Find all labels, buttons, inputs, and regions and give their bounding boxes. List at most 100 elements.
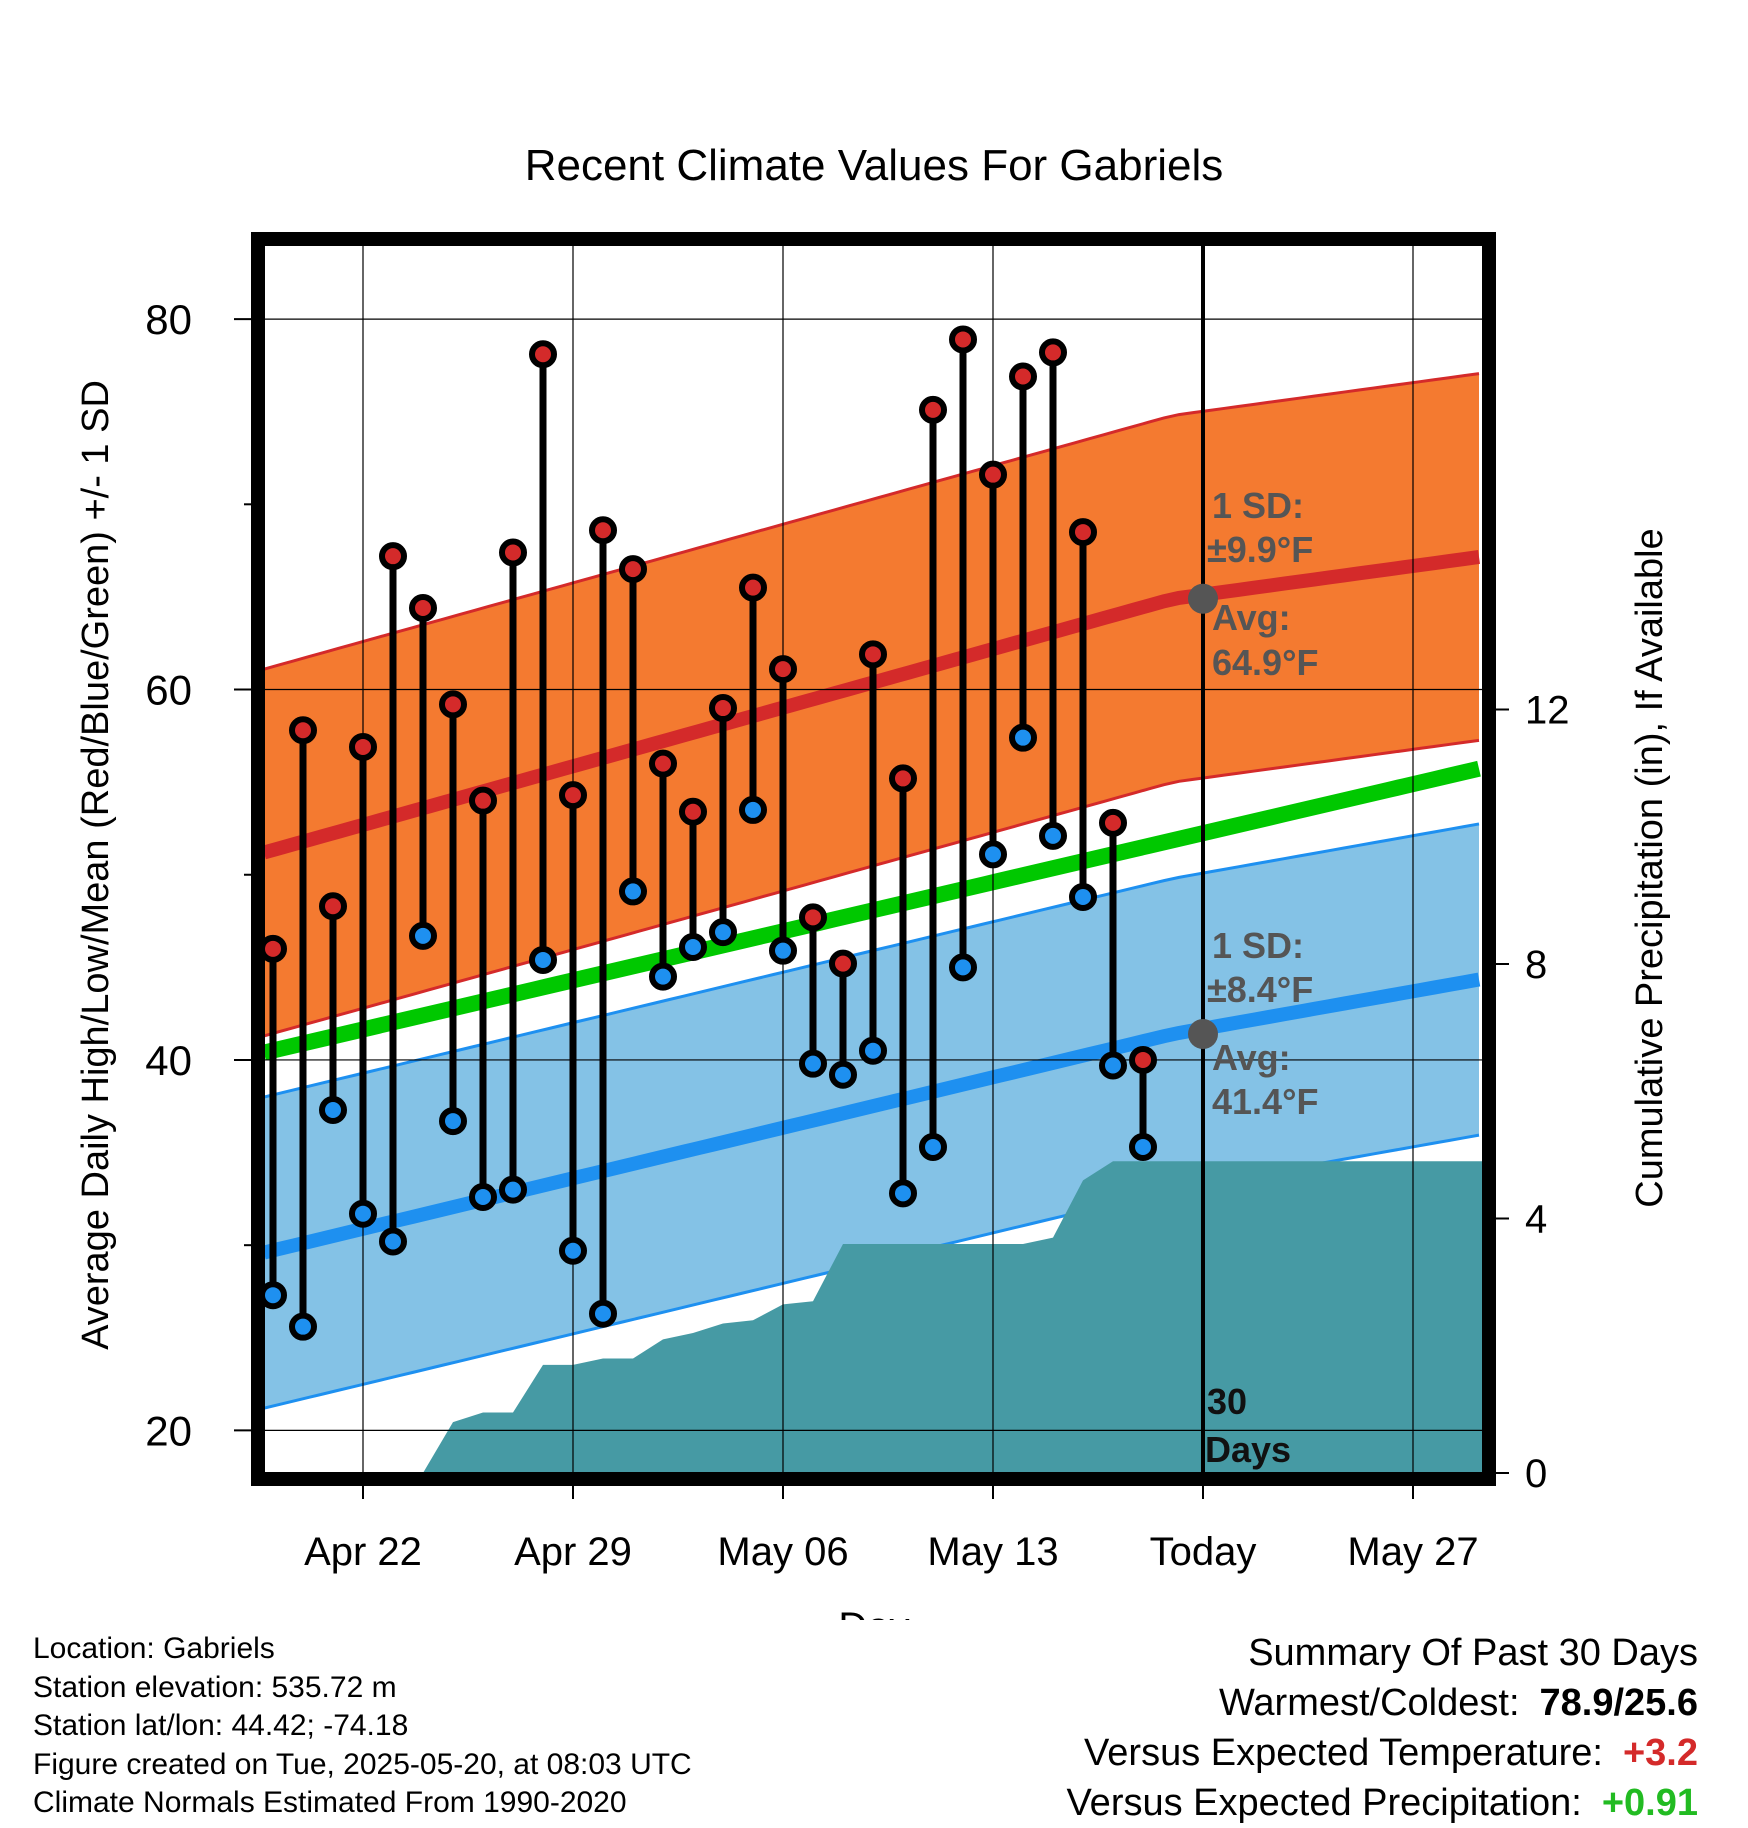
low-temp-dot [949, 953, 977, 982]
high-temp-dot [499, 538, 527, 567]
today-low-normal-marker [1188, 1019, 1218, 1050]
low-temp-dot [979, 840, 1007, 869]
low-temp-dot [409, 921, 437, 950]
created-text: Figure created on Tue, 2025-05-20, at 08… [33, 1747, 692, 1781]
elevation-text: Station elevation: 535.72 m [33, 1670, 397, 1704]
x-tick-label: May 06 [717, 1530, 848, 1574]
high-temp-dot [619, 555, 647, 584]
high-temp-dot [919, 395, 947, 424]
warmest-label: Warmest/Coldest: [1218, 1682, 1520, 1724]
low-sd-label: 1 SD: [1212, 925, 1304, 966]
y-left-axis-title: Average Daily High/Low/Mean (Red/Blue/Gr… [75, 380, 117, 1350]
y-right-tick-label: 8 [1525, 943, 1547, 987]
low-temp-dot [259, 1281, 287, 1310]
low-temp-dot [919, 1133, 947, 1162]
temp-label: Versus Expected Temperature: [1084, 1732, 1603, 1774]
high-temp-dot [529, 340, 557, 369]
x-tick-label: May 27 [1347, 1530, 1478, 1574]
y-left-tick-label: 60 [145, 667, 192, 714]
high-temp-dot [649, 749, 677, 778]
low-temp-dot [739, 795, 767, 824]
today-high-normal-marker [1188, 583, 1218, 614]
high-temp-dot [259, 934, 287, 963]
low-temp-dot [859, 1036, 887, 1065]
precip-label: Versus Expected Precipitation: [1066, 1782, 1582, 1824]
low-temp-dot [1099, 1051, 1127, 1080]
y-left-tick-label: 80 [145, 296, 192, 343]
low-temp-dot [349, 1199, 377, 1228]
high-temp-dot [289, 716, 317, 745]
low-temp-dot [1069, 882, 1097, 911]
high-temp-dot [1069, 518, 1097, 547]
low-temp-dot [649, 962, 677, 991]
high-sd-value: ±9.9°F [1207, 529, 1313, 570]
high-temp-dot [1009, 362, 1037, 391]
climate-chart: Recent Climate Values For Gabriels 20 40 6… [75, 141, 1671, 1620]
high-temp-dot [559, 781, 587, 810]
cumulative-precip-area [273, 1161, 1483, 1473]
summary-panel: Summary Of Past 30 Days Warmest/Coldest:… [1066, 1628, 1698, 1828]
low-temp-dot [379, 1227, 407, 1256]
high-temp-dot [409, 594, 437, 623]
high-temp-dot [1039, 338, 1067, 367]
y-right-tick-label: 0 [1525, 1452, 1547, 1496]
precip-anomaly-value: +0.91 [1601, 1782, 1698, 1824]
low-temp-dot [709, 918, 737, 947]
high-temp-dot [769, 655, 797, 684]
x-tick-label: Apr 22 [304, 1530, 422, 1574]
low-temp-dot [469, 1183, 497, 1212]
y-right-tick-label: 12 [1525, 688, 1570, 732]
high-temp-dot [469, 786, 497, 815]
low-sd-value: ±8.4°F [1207, 969, 1313, 1010]
x-tick-label: Apr 29 [514, 1530, 632, 1574]
low-temp-dot [679, 932, 707, 961]
x-tick-label: May 13 [927, 1530, 1058, 1574]
low-temp-dot [769, 936, 797, 965]
high-temp-dot [379, 542, 407, 571]
y-left-tick-label: 40 [145, 1037, 192, 1084]
high-temp-dot [979, 460, 1007, 489]
low-temp-dot [829, 1060, 857, 1089]
y-left-tick-label: 20 [145, 1407, 192, 1454]
high-temp-dot [829, 949, 857, 978]
high-temp-dot [1099, 808, 1127, 837]
normals-text: Climate Normals Estimated From 1990-2020 [33, 1786, 627, 1819]
summary-precip-row: Versus Expected Precipitation: +0.91 [1066, 1778, 1698, 1828]
low-avg-value: 41.4°F [1212, 1081, 1318, 1122]
window-days-label: Days [1205, 1429, 1291, 1470]
high-band-upper-edge [264, 372, 1480, 671]
x-tick-label: Today [1150, 1530, 1257, 1574]
summary-title: Summary Of Past 30 Days [1248, 1632, 1698, 1674]
low-temp-dot [319, 1095, 347, 1124]
high-temp-dot [589, 516, 617, 545]
warmest-value: 78.9/25.6 [1539, 1682, 1698, 1724]
low-temp-dot [619, 877, 647, 906]
high-temp-dot [319, 892, 347, 921]
low-temp-dot [289, 1312, 317, 1341]
low-temp-dot [889, 1179, 917, 1208]
chart-title: Recent Climate Values For Gabriels [525, 141, 1224, 190]
high-temp-dot [439, 690, 467, 719]
high-temp-dot [709, 694, 737, 723]
low-temp-dot [499, 1175, 527, 1204]
high-temp-dot [739, 573, 767, 602]
high-avg-label: Avg: [1212, 597, 1291, 638]
high-sd-label: 1 SD: [1212, 485, 1304, 526]
high-temp-dot [799, 903, 827, 932]
high-temp-dot [949, 325, 977, 354]
low-temp-dot [1009, 723, 1037, 752]
temp-anomaly-value: +3.2 [1622, 1732, 1698, 1774]
high-temp-dot [889, 764, 917, 793]
low-temp-dot [1039, 821, 1067, 850]
high-temp-dot [1129, 1045, 1157, 1074]
station-info: Location: Gabriels Station elevation: 53… [33, 1630, 692, 1823]
location-text: Location: Gabriels [33, 1632, 275, 1665]
summary-temp-row: Versus Expected Temperature: +3.2 [1066, 1728, 1698, 1778]
low-temp-dot [799, 1049, 827, 1078]
high-temp-dot [679, 797, 707, 826]
low-temp-dot [1129, 1133, 1157, 1162]
high-temp-dot [349, 732, 377, 761]
y-right-axis-title: Cumulative Precipitation (in), If Availa… [1629, 528, 1671, 1207]
x-axis-title: Day [838, 1605, 909, 1620]
summary-warmest-row: Warmest/Coldest: 78.9/25.6 [1066, 1678, 1698, 1728]
